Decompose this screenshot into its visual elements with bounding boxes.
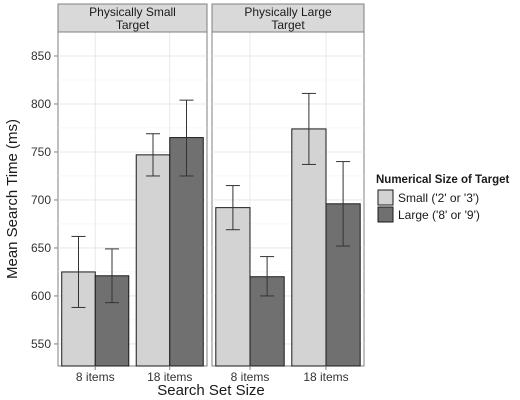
bar [291,128,327,367]
legend-label: Large ('8' or '9') [398,208,480,222]
y-tick-label: 600 [31,289,51,303]
legend-key [377,189,394,206]
y-tick-label: 750 [31,145,51,159]
y-tick-label: 650 [31,241,51,255]
legend-title: Numerical Size of Target [376,174,510,186]
x-tick-label: 18 items [303,370,348,384]
legend-label: Small ('2' or '3') [398,191,479,205]
bar [215,207,251,367]
facet-strip-label: Target [271,18,305,32]
y-tick-label: 800 [31,97,51,111]
y-tick-label: 550 [31,337,51,351]
facet-strip [57,3,208,33]
y-axis-title: Mean Search Time (ms) [4,119,21,279]
y-tick-label: 700 [31,193,51,207]
x-tick-label: 18 items [147,370,192,384]
facet-strip-label: Target [116,18,150,32]
facet-strip-label: Physically Large [244,5,332,19]
facet-strip-label: Physically Small [89,5,176,19]
facet-strip [211,3,365,33]
y-tick-label: 850 [31,49,51,63]
legend-key [377,206,394,223]
bar [135,154,171,367]
x-tick-label: 8 items [76,370,115,384]
x-tick-label: 8 items [231,370,270,384]
x-axis-title: Search Set Size [157,382,265,399]
